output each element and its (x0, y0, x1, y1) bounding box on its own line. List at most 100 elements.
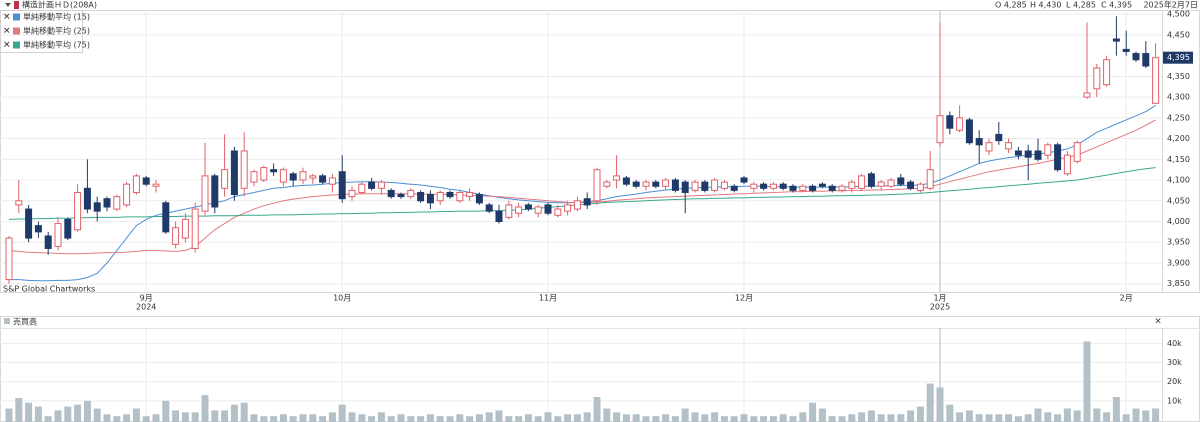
volume-bar (93, 408, 101, 422)
candle-body (34, 225, 42, 233)
candle-body (652, 181, 660, 187)
y-tick-label: 4,100 (1167, 176, 1190, 185)
volume-bar (622, 414, 630, 422)
volume-bar (515, 416, 523, 422)
candle-body (1054, 144, 1062, 171)
candle-body (5, 237, 13, 281)
legend-swatch (13, 27, 20, 35)
candle-body (475, 194, 483, 204)
volume-bar (221, 410, 229, 422)
volume-bar (760, 416, 768, 422)
legend-remove[interactable]: ✕ (3, 13, 11, 23)
volume-bar (34, 406, 42, 422)
volume-bar (691, 412, 699, 422)
legend-label: 単純移動平均 (25) (23, 26, 90, 36)
volume-bar (642, 416, 650, 422)
candle-body (1103, 59, 1111, 86)
x-tick-label: 12月 (735, 294, 753, 303)
volume-bar (377, 412, 385, 422)
volume-bar (260, 416, 268, 422)
volume-bar (828, 416, 836, 422)
volume-bar (583, 412, 591, 422)
volume-bar (946, 404, 954, 422)
candle-body (25, 208, 33, 239)
candle-body (436, 191, 444, 202)
volume-bar (897, 414, 905, 422)
volume-bar (858, 412, 866, 422)
candle-body (740, 177, 748, 183)
candle-body (573, 200, 581, 210)
candle-body (446, 191, 454, 198)
volume-bar (211, 410, 219, 422)
legend-remove[interactable]: ✕ (3, 41, 11, 51)
menu-arrow[interactable] (5, 3, 11, 7)
candle-body (524, 204, 532, 210)
candle-body (328, 177, 336, 185)
candle-body (730, 185, 738, 191)
candle-body (1073, 142, 1081, 162)
y-tick-label: 4,150 (1167, 155, 1190, 164)
candle-body (956, 117, 964, 131)
volume-bar (779, 414, 787, 422)
candle-body (750, 183, 758, 189)
candle-body (916, 183, 924, 191)
candle-body (603, 181, 611, 187)
y-tick-label: 4,500 (1167, 10, 1190, 19)
legend-swatch (13, 13, 20, 21)
candle-body (1034, 150, 1042, 160)
volume-bar (485, 412, 493, 422)
candle-body (858, 175, 866, 189)
candle-body (15, 200, 23, 206)
volume-bar (230, 404, 238, 422)
candle-body (250, 171, 258, 183)
x-tick-label: 10月 (333, 294, 351, 303)
candle-body (779, 183, 787, 189)
candle-body (701, 181, 709, 191)
candle-body (64, 218, 72, 239)
y-tick-label: 3,900 (1167, 258, 1190, 267)
candle-body (1024, 150, 1032, 158)
candle-body (152, 183, 160, 187)
candle-body (1112, 38, 1120, 42)
volume-bar (142, 416, 150, 422)
y-tick-label: 3,850 (1167, 279, 1190, 288)
volume-bar (181, 412, 189, 422)
x-tick-label: 1月 (933, 294, 946, 303)
close-button[interactable]: × (1154, 317, 1162, 327)
volume-bar (505, 416, 513, 422)
candle-body (818, 183, 826, 187)
low-label: L 4,285 (1066, 1, 1096, 10)
volume-bar (1103, 412, 1111, 422)
volume-bar (750, 416, 758, 422)
volume-bar (358, 414, 366, 422)
candle-body (1142, 53, 1150, 67)
volume-bar (250, 414, 258, 422)
candle-body (230, 150, 238, 196)
volume-bar (446, 416, 454, 422)
volume-bar (554, 416, 562, 422)
volume-bar (877, 414, 885, 422)
x-year-label: 2025 (930, 303, 950, 312)
candle-body (1093, 67, 1101, 90)
last-price-tag (1163, 51, 1193, 64)
candle-body (270, 169, 278, 173)
volume-tick-label: 40k (1167, 339, 1182, 348)
volume-bar (64, 406, 72, 422)
candle-body (299, 171, 307, 181)
candle-body (544, 204, 552, 214)
x-year-label: 2024 (136, 303, 156, 312)
moving-average-line (8, 167, 1156, 220)
candle-body (397, 194, 405, 198)
volume-bar (172, 410, 180, 422)
candle-body (760, 183, 768, 189)
symbol-icon (14, 1, 19, 9)
volume-bar (1093, 408, 1101, 422)
legend-remove[interactable]: ✕ (3, 27, 11, 37)
source-label: S&P Global Chartworks (3, 285, 95, 294)
candle-body (1083, 92, 1091, 98)
volume-bar (720, 416, 728, 422)
volume-bar (975, 414, 983, 422)
volume-bar (711, 412, 719, 422)
candle-body (417, 191, 425, 202)
candle-body (887, 179, 895, 187)
